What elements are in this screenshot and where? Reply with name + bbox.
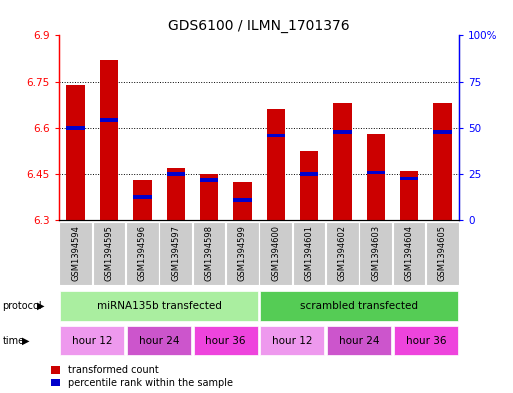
Bar: [67, 126, 85, 130]
Text: miRNA135b transfected: miRNA135b transfected: [96, 301, 222, 310]
Text: scrambled transfected: scrambled transfected: [300, 301, 418, 310]
Text: protocol: protocol: [3, 301, 42, 311]
Text: ▶: ▶: [37, 301, 45, 311]
Bar: [167, 172, 185, 176]
Bar: [267, 109, 285, 220]
Bar: [327, 326, 391, 355]
Text: GSM1394601: GSM1394601: [305, 225, 313, 281]
Bar: [400, 177, 418, 180]
Bar: [267, 134, 285, 137]
Bar: [93, 222, 125, 285]
Text: GSM1394598: GSM1394598: [205, 225, 213, 281]
Bar: [261, 326, 324, 355]
Text: hour 24: hour 24: [339, 336, 379, 346]
Bar: [261, 290, 458, 321]
Bar: [326, 222, 359, 285]
Bar: [61, 290, 258, 321]
Bar: [233, 198, 251, 202]
Text: GSM1394595: GSM1394595: [105, 225, 113, 281]
Bar: [393, 222, 425, 285]
Bar: [100, 118, 118, 122]
Title: GDS6100 / ILMN_1701376: GDS6100 / ILMN_1701376: [168, 19, 350, 33]
Bar: [260, 222, 292, 285]
Bar: [133, 180, 151, 220]
Text: GSM1394596: GSM1394596: [138, 225, 147, 281]
Text: ▶: ▶: [22, 336, 29, 346]
Bar: [200, 178, 218, 182]
Bar: [127, 326, 191, 355]
Text: GSM1394597: GSM1394597: [171, 225, 180, 281]
Bar: [133, 195, 151, 199]
Bar: [200, 174, 218, 220]
Bar: [226, 222, 259, 285]
Text: hour 24: hour 24: [139, 336, 179, 346]
Bar: [333, 103, 351, 220]
Text: GSM1394605: GSM1394605: [438, 225, 447, 281]
Legend: transformed count, percentile rank within the sample: transformed count, percentile rank withi…: [51, 365, 232, 388]
Text: GSM1394599: GSM1394599: [238, 225, 247, 281]
Text: hour 36: hour 36: [406, 336, 446, 346]
Bar: [67, 84, 85, 220]
Bar: [167, 168, 185, 220]
Bar: [433, 103, 451, 220]
Bar: [160, 222, 192, 285]
Bar: [394, 326, 458, 355]
Bar: [100, 60, 118, 220]
Bar: [360, 222, 392, 285]
Bar: [333, 130, 351, 134]
Bar: [193, 222, 225, 285]
Text: hour 36: hour 36: [206, 336, 246, 346]
Bar: [367, 171, 385, 174]
Bar: [433, 130, 451, 134]
Text: time: time: [3, 336, 25, 346]
Bar: [61, 326, 124, 355]
Bar: [293, 222, 325, 285]
Text: GSM1394602: GSM1394602: [338, 225, 347, 281]
Text: GSM1394603: GSM1394603: [371, 225, 380, 281]
Bar: [367, 134, 385, 220]
Text: GSM1394600: GSM1394600: [271, 225, 280, 281]
Bar: [60, 222, 92, 285]
Bar: [126, 222, 159, 285]
Text: hour 12: hour 12: [72, 336, 112, 346]
Bar: [233, 182, 251, 220]
Bar: [300, 172, 318, 176]
Bar: [426, 222, 459, 285]
Bar: [400, 171, 418, 220]
Bar: [300, 151, 318, 220]
Text: GSM1394594: GSM1394594: [71, 225, 80, 281]
Bar: [194, 326, 258, 355]
Text: GSM1394604: GSM1394604: [405, 225, 413, 281]
Text: hour 12: hour 12: [272, 336, 312, 346]
